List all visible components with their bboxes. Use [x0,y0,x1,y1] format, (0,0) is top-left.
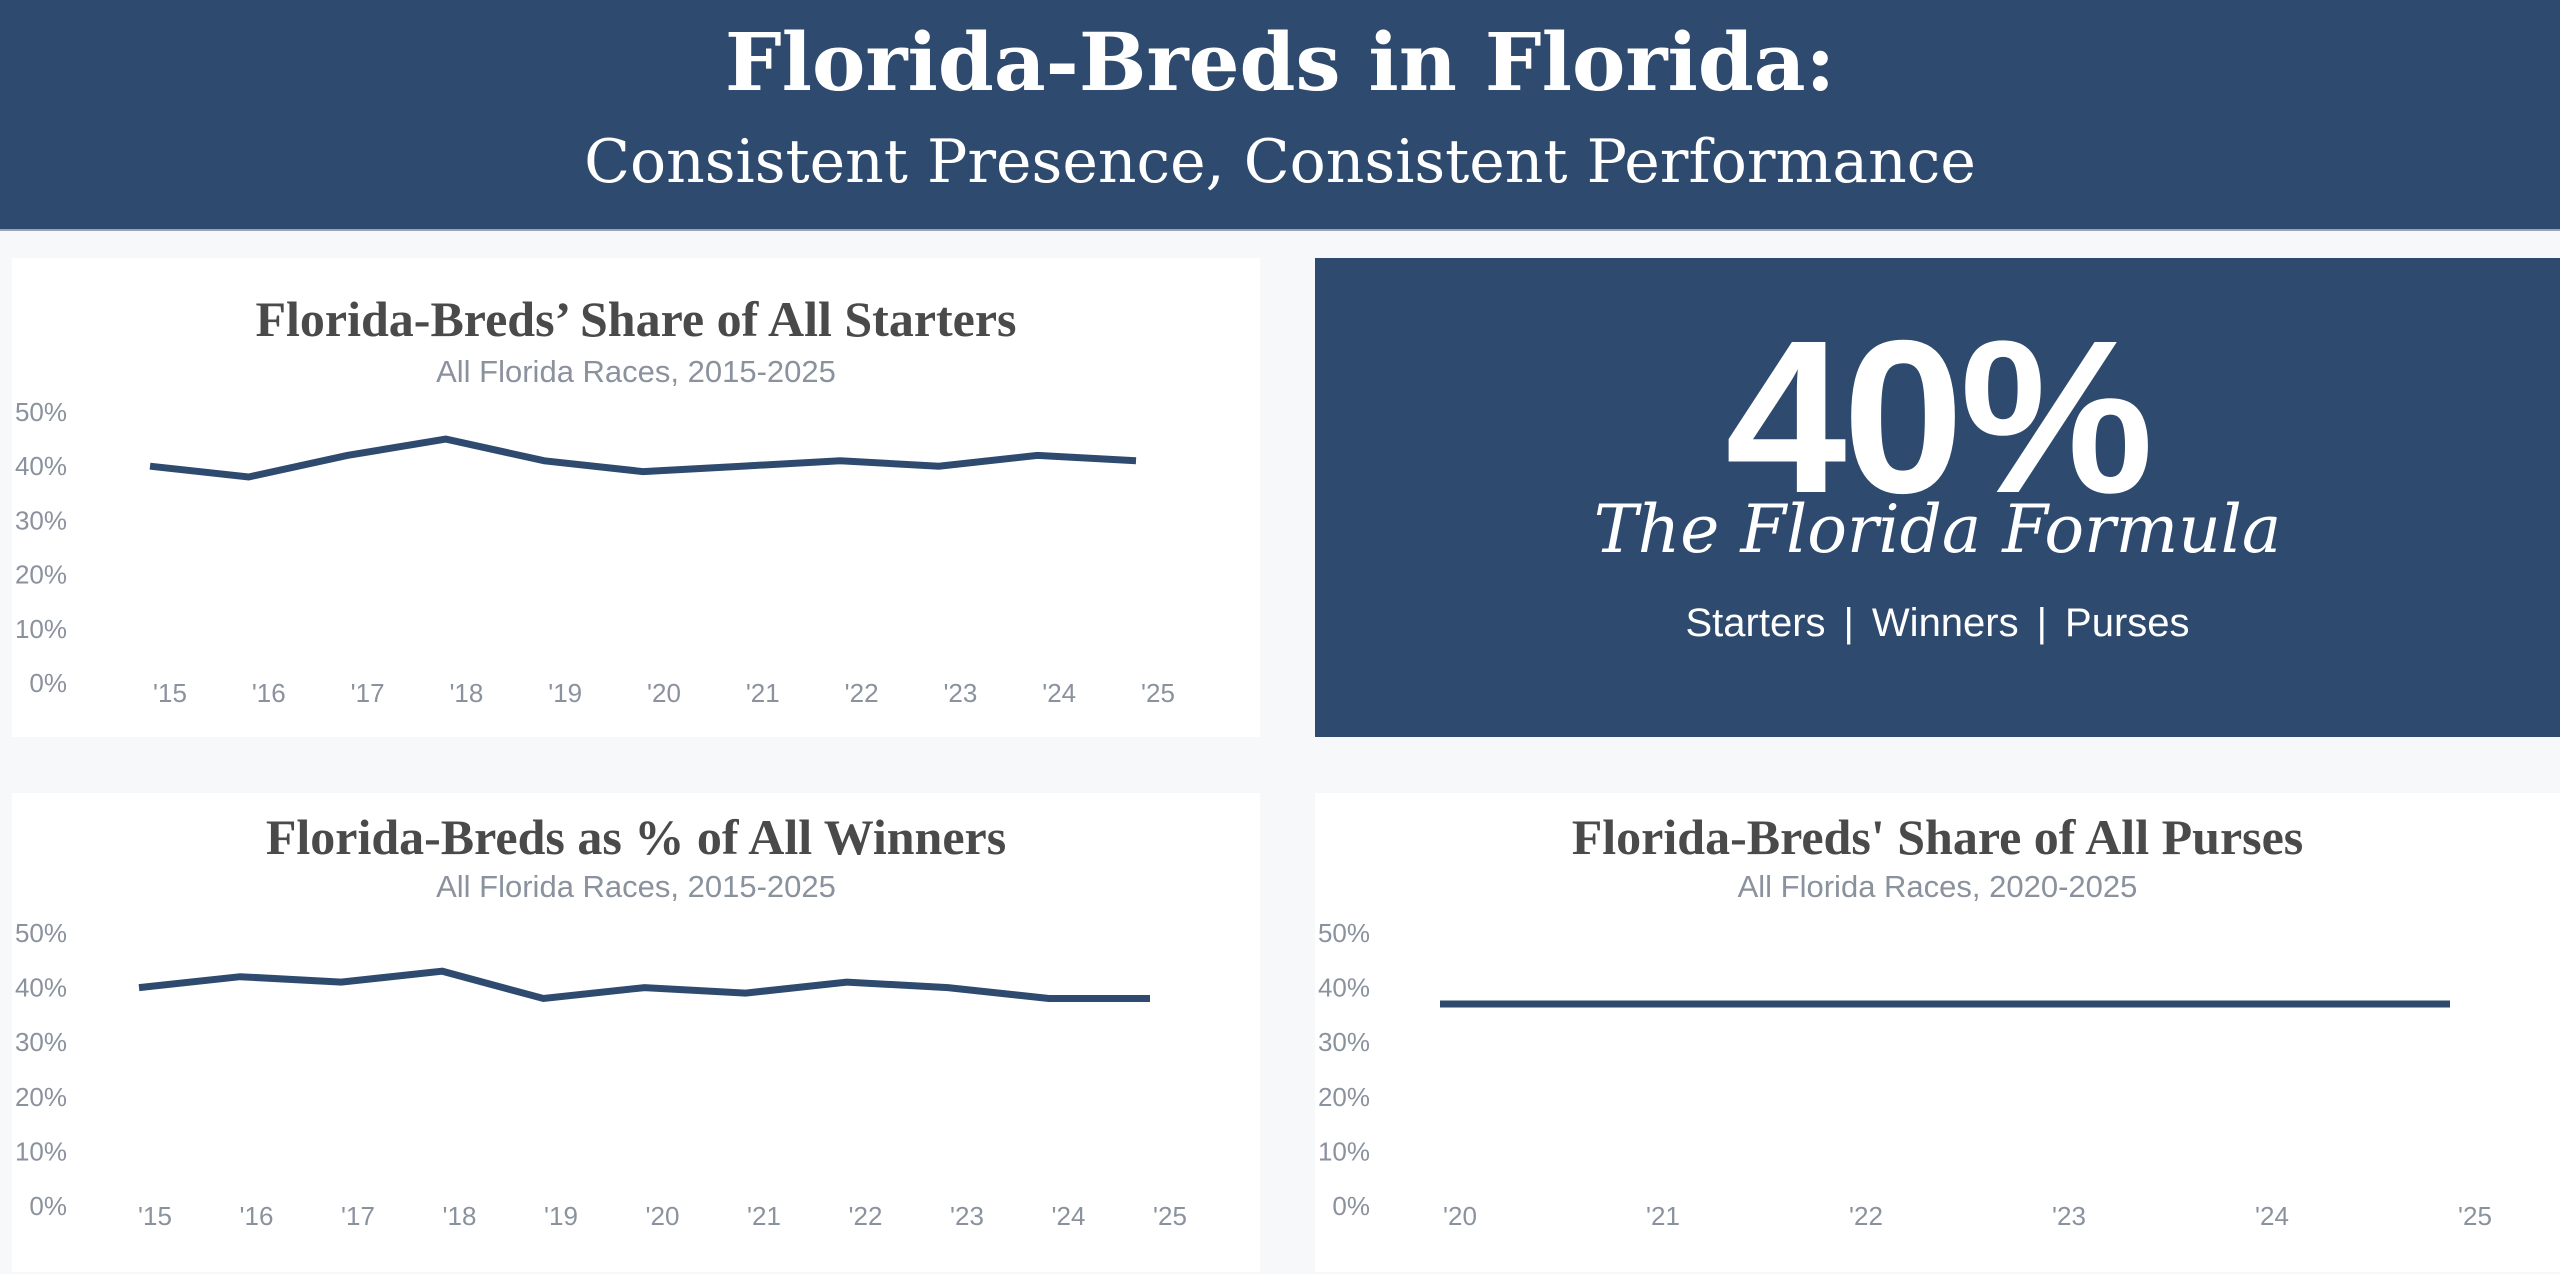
page-header: Florida-Breds in Florida: Consistent Pre… [0,0,2560,231]
y-tick-label: 20% [1318,1082,1370,1112]
y-tick-label: 50% [15,918,67,948]
chart-title: Florida-Breds' Share of All Purses [1571,809,2304,865]
y-tick-label: 20% [15,1082,67,1112]
x-tick-label: '25 [1141,678,1175,708]
x-tick-label: '23 [943,678,977,708]
x-tick-label: '16 [252,678,286,708]
chart-subtitle: All Florida Races, 2020-2025 [1737,869,2138,904]
y-tick-label: 30% [15,505,67,535]
x-tick-label: '19 [548,678,582,708]
x-tick-label: '17 [351,678,385,708]
x-tick-label: '24 [2255,1201,2289,1231]
series-line [138,967,1150,1003]
y-tick-label: 30% [15,1027,67,1057]
x-tick-label: '22 [845,678,879,708]
starters-chart-panel: Florida-Breds’ Share of All Starters All… [12,258,1260,737]
series-line [149,435,1137,481]
y-tick-label: 50% [15,397,67,427]
x-tick-label: '21 [747,1201,781,1231]
x-tick-label: '16 [240,1201,274,1231]
winners-chart-panel: Florida-Breds as % of All Winners All Fl… [12,793,1260,1272]
page-subtitle: Consistent Presence, Consistent Performa… [584,127,1976,197]
y-tick-label: 40% [15,973,67,1003]
x-tick-label: '18 [449,678,483,708]
highlight-panel: 40% The Florida Formula Starters | Winners… [1315,258,2560,737]
x-tick-label: '23 [950,1201,984,1231]
x-tick-label: '21 [746,678,780,708]
starters-line-chart: 0% 10% 20% 30% 40% 50% '15 '16 '17 '18 '19 '20 '21 '2… [15,397,1175,708]
x-tick-label: '15 [153,678,187,708]
x-tick-label: '24 [1042,678,1076,708]
y-tick-label: 10% [15,1136,67,1166]
headline-stat: 40% [1725,296,2153,539]
purses-line-chart: 0% 10% 20% 30% 40% 50% '20 '21 '22 '23 '24 '25 [1318,918,2492,1231]
x-tick-label: '23 [2052,1201,2086,1231]
x-tick-label: '22 [1849,1201,1883,1231]
x-tick-label: '21 [1646,1201,1680,1231]
y-tick-label: 0% [29,668,67,698]
y-tick-label: 50% [1318,918,1370,948]
separator: | [1843,601,1854,645]
metric-starters: Starters [1685,601,1826,645]
y-tick-label: 30% [1318,1027,1370,1057]
x-tick-label: '20 [646,1201,680,1231]
metric-winners: Winners [1871,601,2019,645]
x-tick-label: '17 [341,1201,375,1231]
x-tick-label: '18 [443,1201,477,1231]
y-tick-label: 20% [15,560,67,590]
chart-subtitle: All Florida Races, 2015-2025 [436,869,836,904]
winners-line-chart: 0% 10% 20% 30% 40% 50% '15 '16 '17 '18 '19 '20 '21 '2… [15,918,1187,1231]
y-tick-label: 40% [15,451,67,481]
y-tick-label: 0% [1332,1191,1370,1221]
x-tick-label: '24 [1052,1201,1086,1231]
x-tick-label: '22 [849,1201,883,1231]
chart-title: Florida-Breds’ Share of All Starters [255,291,1017,347]
x-tick-label: '20 [647,678,681,708]
page-title: Florida-Breds in Florida: [724,15,1836,109]
chart-subtitle: All Florida Races, 2015-2025 [436,354,836,389]
y-tick-label: 10% [15,614,67,644]
y-tick-label: 40% [1318,973,1370,1003]
y-tick-label: 0% [29,1191,67,1221]
x-tick-label: '20 [1443,1201,1477,1231]
metric-purses: Purses [2065,601,2190,645]
chart-title: Florida-Breds as % of All Winners [265,809,1007,865]
x-tick-label: '19 [544,1201,578,1231]
purses-chart-panel: Florida-Breds' Share of All Purses All F… [1315,793,2560,1272]
x-tick-label: '25 [1153,1201,1187,1231]
separator: | [2036,601,2048,645]
y-tick-label: 10% [1318,1136,1370,1166]
x-tick-label: '25 [2458,1201,2492,1231]
tagline: The Florida Formula [1593,491,2282,568]
metrics-list: Starters | Winners | Purses [1315,598,2560,648]
x-tick-label: '15 [138,1201,172,1231]
